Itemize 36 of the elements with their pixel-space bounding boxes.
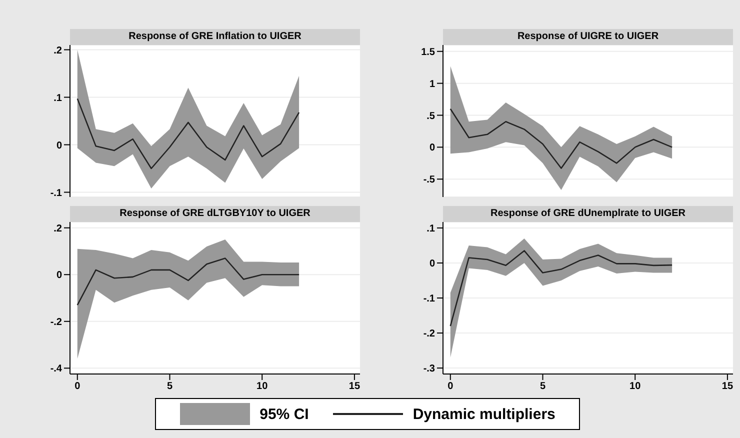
y-tick-label: .2 <box>54 45 62 56</box>
y-tick-label: -.2 <box>423 328 436 340</box>
line-series <box>76 98 300 170</box>
y-tick-label: -.4 <box>50 364 62 375</box>
x-tick-label: 5 <box>166 381 173 392</box>
y-tick-label: -.5 <box>423 174 436 186</box>
y-tick-label: 0 <box>56 270 62 282</box>
x-tick-label: 5 <box>540 381 546 392</box>
chart-title: Response of GRE dUnemplrate to UIGER <box>443 206 733 222</box>
y-tick-label: 1 <box>429 78 436 90</box>
x-tick-label: 10 <box>256 381 268 392</box>
y-tick-label: -.3 <box>423 364 436 375</box>
chart-title: Response of GRE Inflation to UIGER <box>70 29 360 45</box>
y-tick-label: .1 <box>54 92 62 104</box>
y-tick-label: -.1 <box>423 294 436 305</box>
text: 95% CI <box>260 406 309 422</box>
y-tick-label: 0 <box>429 142 436 154</box>
y-tick-label: .2 <box>54 223 62 234</box>
chart-title: Response of UIGRE to UIGER <box>443 29 733 45</box>
line-series <box>450 108 673 169</box>
x-tick-label: 10 <box>630 381 642 392</box>
y-tick-label: .5 <box>426 110 436 122</box>
y-tick-label: -.2 <box>50 316 62 328</box>
x-tick-label: 0 <box>74 381 81 392</box>
x-tick-label: 0 <box>448 381 454 392</box>
line-series <box>450 250 673 327</box>
x-tick-label: 15 <box>348 381 360 392</box>
y-tick-label: 1.5 <box>421 46 436 58</box>
y-tick-label: .1 <box>426 224 436 235</box>
y-tick-label: -.1 <box>50 188 62 199</box>
line-series <box>76 258 300 306</box>
legend-label: Dynamic multipliers <box>412 406 556 422</box>
x-tick-label: 15 <box>722 381 734 392</box>
y-tick-label: 0 <box>429 258 436 270</box>
chart-title: Response of GRE dLTGBY10Y to UIGER <box>70 206 360 222</box>
y-tick-label: 0 <box>56 140 62 152</box>
